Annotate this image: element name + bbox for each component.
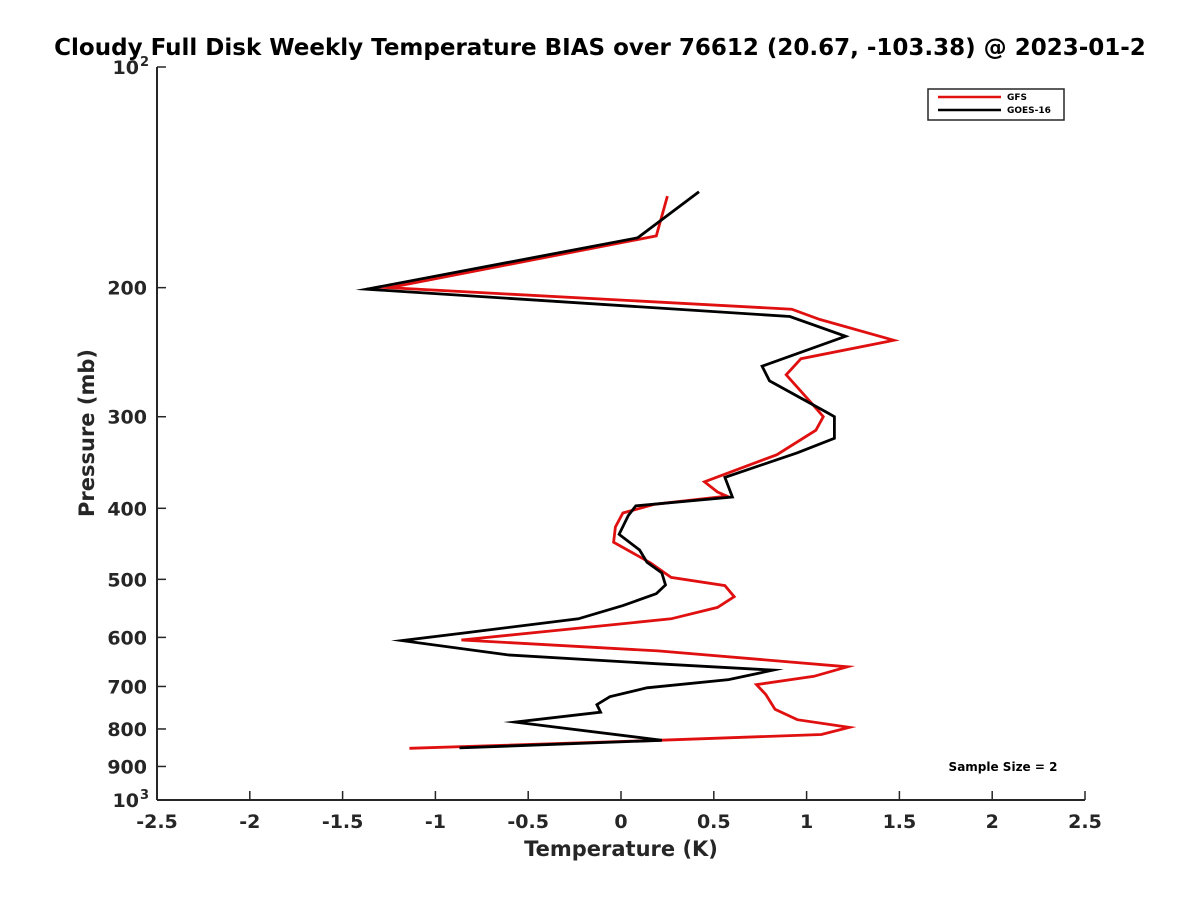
- series-line-goes16: [355, 190, 850, 750]
- legend-box: [927, 88, 1065, 121]
- plot-area: -2.5 -2 -1.5 -1 -0.5 0 0.5 1 1.5 2 2.5 10 220030040…: [107, 55, 1102, 833]
- legend-label-goes16: GOES-16: [1007, 106, 1051, 116]
- y-axis-label: Pressure (mb): [75, 349, 99, 517]
- x-tick-label: -2: [239, 811, 260, 833]
- x-tick-label: -0.5: [507, 811, 549, 833]
- x-tick-label: 2.5: [1068, 811, 1102, 833]
- y-tick-label: 600: [107, 627, 147, 649]
- y-tick-label: 200: [107, 278, 147, 300]
- chart-title: Cloudy Full Disk Weekly Temperature BIAS…: [54, 35, 1146, 61]
- y-tick-label: 800: [107, 719, 147, 741]
- x-tick-label: 2: [986, 811, 999, 833]
- series-line-gfs: [377, 195, 900, 750]
- x-tick-label: -2.5: [136, 811, 178, 833]
- x-axis-ticks: -2.5 -2 -1.5 -1 -0.5 0 0.5 1 1.5 2 2.5: [136, 791, 1102, 833]
- y-tick-label: 400: [107, 498, 147, 520]
- sample-size-annotation: Sample Size = 2: [949, 760, 1058, 774]
- x-tick-label: 0.5: [697, 811, 731, 833]
- legend: GFS GOES-16: [927, 88, 1065, 121]
- y-tick-label: 700: [107, 676, 147, 698]
- x-tick-label: 1.5: [883, 811, 917, 833]
- x-tick-label: 1: [800, 811, 813, 833]
- y-tick-label: 500: [107, 569, 147, 591]
- x-axis-label: Temperature (K): [524, 837, 718, 861]
- y-tick-exponent: 3: [140, 788, 149, 803]
- y-tick-label: 900: [107, 756, 147, 778]
- series-lines: [355, 190, 900, 750]
- y-tick-label: 10: [113, 790, 139, 812]
- y-tick-label: 10: [113, 57, 139, 79]
- y-tick-exponent: 2: [140, 55, 149, 70]
- y-tick-label: 300: [107, 407, 147, 429]
- x-tick-label: 0: [614, 811, 627, 833]
- x-tick-label: -1.5: [322, 811, 364, 833]
- legend-label-gfs: GFS: [1007, 93, 1027, 103]
- x-tick-label: -1: [425, 811, 446, 833]
